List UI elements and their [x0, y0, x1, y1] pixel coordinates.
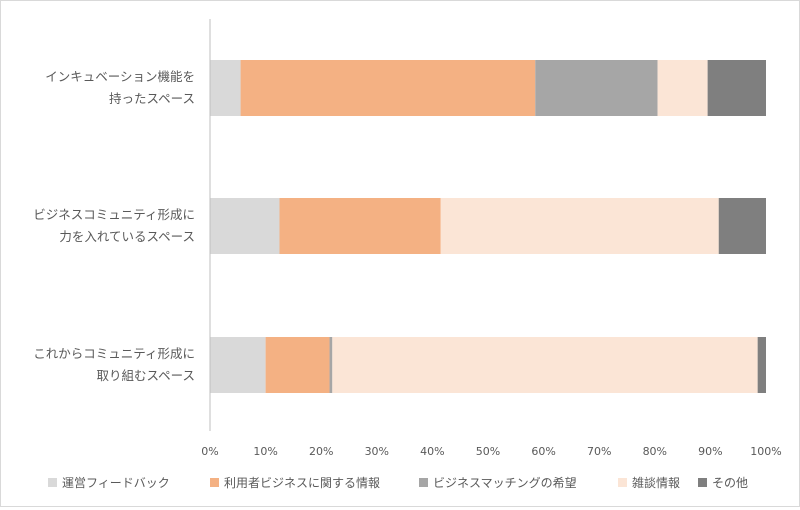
x-tick-label: 100% — [750, 445, 781, 458]
legend-swatch — [419, 478, 428, 487]
x-tick-label: 0% — [201, 445, 218, 458]
legend-swatch — [698, 478, 707, 487]
category-label-3-line-2: 取り組むスペース — [96, 368, 195, 383]
legend-label: ビジネスマッチングの希望 — [433, 475, 577, 490]
category-labels: インキュベーション機能を持ったスペースビジネスコミュニティ形成に力を入れているス… — [33, 69, 195, 383]
category-label-1-line-1: インキュベーション機能を — [45, 69, 195, 84]
bar-segment-3-3 — [329, 337, 333, 393]
bar-segment-2-2 — [279, 198, 441, 254]
x-tick-labels: 0% 10% 20% 30% 40% 50% 60% 70% 80% 90% 100% — [201, 445, 781, 458]
bar-segment-1-4 — [657, 60, 708, 116]
legend-swatch — [48, 478, 57, 487]
bar-segment-2-4 — [440, 198, 719, 254]
bar-segment-2-5 — [718, 198, 766, 254]
category-label-3-line-1: これからコミュニティ形成に — [33, 346, 195, 361]
x-tick-label: 10% — [253, 445, 277, 458]
legend-swatch — [618, 478, 627, 487]
bar-segment-1-5 — [707, 60, 766, 116]
category-label-2-line-1: ビジネスコミュニティ形成に — [33, 207, 195, 222]
bar-segment-3-5 — [757, 337, 766, 393]
legend-label: その他 — [712, 476, 748, 490]
x-tick-label: 70% — [587, 445, 611, 458]
legend-swatch — [210, 478, 219, 487]
bar-segment-1-1 — [210, 60, 241, 116]
bar-segment-1-3 — [535, 60, 658, 116]
x-tick-label: 30% — [365, 445, 389, 458]
category-label-2-line-2: 力を入れているスペース — [59, 229, 195, 244]
x-tick-label: 90% — [698, 445, 722, 458]
bar-segment-2-1 — [210, 198, 280, 254]
bar-segment-3-1 — [210, 337, 266, 393]
bar-segment-3-2 — [265, 337, 330, 393]
bars-group — [210, 60, 766, 393]
x-tick-label: 40% — [420, 445, 444, 458]
x-tick-label: 20% — [309, 445, 333, 458]
x-tick-label: 50% — [476, 445, 500, 458]
category-label-1-line-2: 持ったスペース — [109, 91, 195, 106]
legend-label: 運営フィードバック — [62, 476, 170, 490]
bar-segment-1-2 — [240, 60, 536, 116]
bar-segment-3-4 — [332, 337, 758, 393]
legend-label: 雑談情報 — [632, 475, 680, 490]
legend-label: 利用者ビジネスに関する情報 — [224, 476, 380, 490]
x-tick-label: 60% — [531, 445, 555, 458]
x-tick-label: 80% — [643, 445, 667, 458]
legend: 運営フィードバック 利用者ビジネスに関する情報 ビジネスマッチングの希望 雑談情報 その… — [48, 475, 748, 490]
